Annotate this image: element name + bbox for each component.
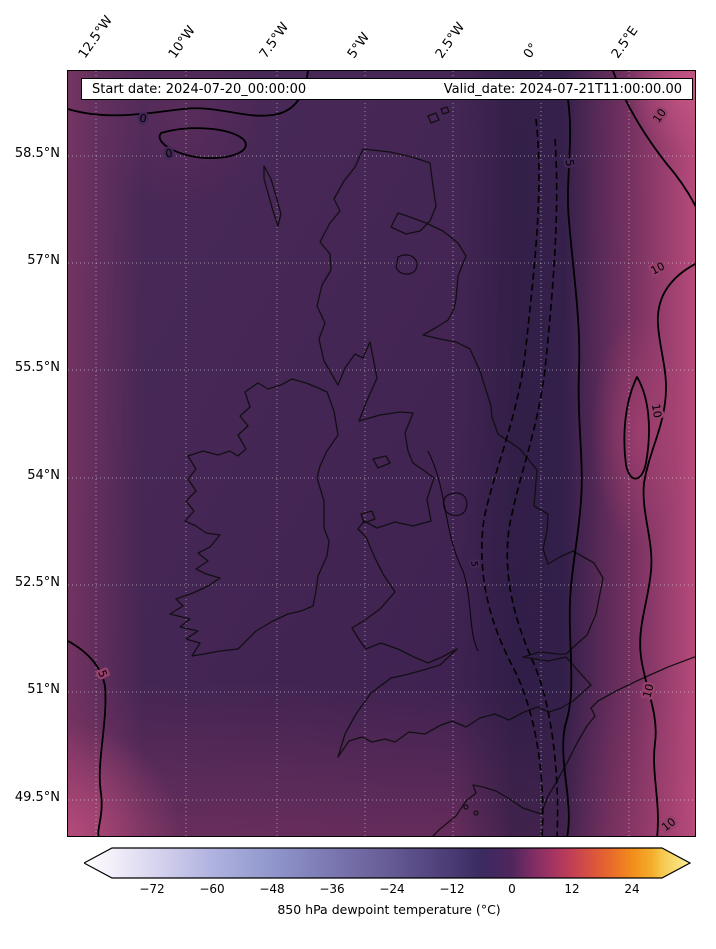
contour-label: 10 <box>650 106 669 125</box>
contour-5-dashed-a <box>481 118 544 836</box>
contour-5-main <box>562 99 583 836</box>
contour-5-dashed-b <box>506 138 559 836</box>
contour-label: 10 <box>659 815 678 834</box>
coastline-channel-island <box>463 804 469 810</box>
colorbar-tick-label: −36 <box>319 882 345 896</box>
contour-label: 5 <box>563 159 577 168</box>
colorbar-tick-label: −24 <box>379 882 405 896</box>
contour-0-loop <box>158 127 247 159</box>
contour-lines <box>68 71 695 836</box>
contour-minor-england <box>427 450 479 652</box>
coastline-anglesey <box>360 510 376 524</box>
contour-label: 10 <box>640 682 656 699</box>
lat-tick-label: 52.5°N <box>14 575 60 590</box>
map-overlay: 0 0 5 5 5 10 10 10 10 10 <box>68 71 695 836</box>
contour-5-west <box>68 640 107 836</box>
colorbar-bar <box>82 847 692 879</box>
lon-tick-label: 2.5°W <box>432 20 469 62</box>
lat-tick-label: 49.5°N <box>14 790 60 805</box>
run-info-bar: Start date: 2024-07-20_00:00:00 Valid_da… <box>81 78 693 100</box>
colorbar-tick-label: −48 <box>259 882 285 896</box>
lat-tick-label: 51°N <box>27 682 60 697</box>
contour-label: 5 <box>468 561 478 567</box>
lon-tick-label: 7.5°W <box>256 20 293 62</box>
lat-tick-label: 54°N <box>27 468 60 483</box>
map-panel: 0 0 5 5 5 10 10 10 10 10 Start date: 202… <box>67 70 696 837</box>
coastline-isle-of-man <box>372 455 391 469</box>
coastline-continent <box>432 656 695 836</box>
colorbar-tick-label: 24 <box>624 882 640 896</box>
lat-tick-label: 55.5°N <box>14 360 60 375</box>
contour-label: 0 <box>139 111 148 125</box>
contour-minor-scotland <box>395 254 418 275</box>
coastline-orkney <box>427 106 450 124</box>
contour-10-closed <box>623 376 650 480</box>
colorbar-tick-label: −72 <box>139 882 165 896</box>
colorbar-tick-label: −60 <box>199 882 225 896</box>
coastline-outer-hebrides <box>263 165 282 227</box>
graticule <box>68 71 695 836</box>
lon-tick-label: 0° <box>520 40 542 62</box>
contour-label: 10 <box>649 260 667 278</box>
colorbar: −72 −60 −48 −36 −24 −12 0 12 24 850 hPa … <box>82 846 694 936</box>
contour-lines-dashed <box>481 118 559 836</box>
colorbar-gradient <box>82 847 692 879</box>
contour-value-labels: 0 0 5 5 5 10 10 10 10 10 <box>93 104 681 836</box>
lon-tick-label: 10°W <box>165 23 199 62</box>
contour-label: 10 <box>649 403 664 419</box>
contour-minor-loop <box>443 492 468 517</box>
coastline-great-britain <box>316 148 604 758</box>
coastline-ireland <box>169 378 339 657</box>
colorbar-tick-label: 0 <box>508 882 516 896</box>
lon-tick-label: 12.5°W <box>75 13 116 62</box>
colorbar-tick-label: −12 <box>439 882 465 896</box>
lat-tick-label: 58.5°N <box>14 146 60 161</box>
dewpoint-shading <box>68 71 695 836</box>
lon-tick-label: 5°W <box>344 30 374 62</box>
contour-10-east <box>639 263 695 836</box>
contour-0 <box>68 71 309 117</box>
lat-tick-label: 57°N <box>27 253 60 268</box>
coastlines <box>169 106 695 836</box>
lon-tick-label: 2.5°E <box>608 23 642 62</box>
start-date-label: Start date: 2024-07-20_00:00:00 <box>92 81 307 97</box>
valid-date-label: Valid_date: 2024-07-21T11:00:00.00 <box>443 81 682 97</box>
coastline-channel-island <box>473 810 479 816</box>
colorbar-title: 850 hPa dewpoint temperature (°C) <box>277 902 501 917</box>
colorbar-tick-label: 12 <box>564 882 580 896</box>
